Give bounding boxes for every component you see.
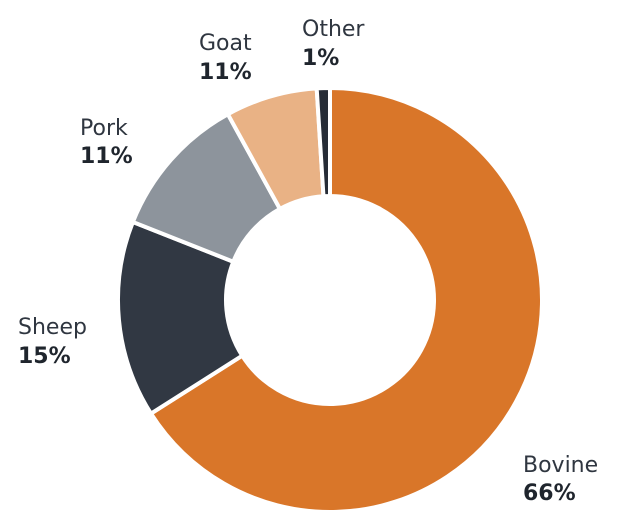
label-goat-name: Goat — [199, 31, 252, 56]
label-bovine-name: Bovine — [523, 453, 598, 478]
label-goat-value: 11% — [199, 60, 252, 85]
slice-bovine — [149, 86, 544, 512]
slice-other — [314, 86, 332, 199]
label-other-value: 1% — [302, 46, 339, 71]
donut-slices — [116, 86, 544, 512]
label-other-name: Other — [302, 17, 365, 42]
slice-sheep — [116, 219, 245, 416]
label-pork-value: 11% — [80, 144, 133, 169]
label-bovine-value: 66% — [523, 481, 576, 506]
label-sheep-value: 15% — [18, 344, 71, 369]
label-sheep-name: Sheep — [18, 315, 87, 340]
label-pork-name: Pork — [80, 116, 128, 141]
